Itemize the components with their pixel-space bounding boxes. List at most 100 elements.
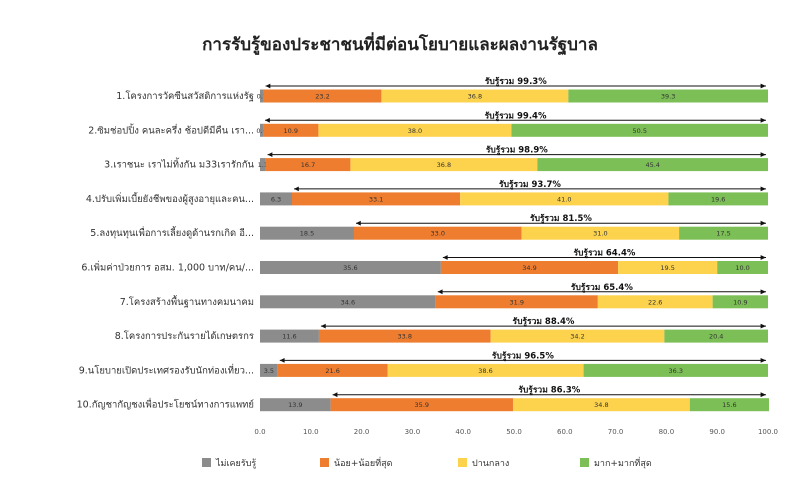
bar-row: 7.โครงสร้างพื้นฐานทางคมนาคม 34.6 31.9 22.6 1… — [120, 282, 768, 309]
data-label: 3.5 — [264, 367, 274, 375]
data-label: 36.3 — [669, 367, 683, 375]
bar-segment — [260, 363, 278, 377]
bar-segment — [260, 329, 319, 343]
data-label: 36.8 — [437, 161, 451, 169]
x-tick-label: 30.0 — [405, 428, 421, 436]
bar-segment — [537, 158, 768, 172]
bar-row: 4.ปรับเพิ่มเบี้ยยังชีพของผู้สูงอายุและคน… — [86, 179, 768, 206]
data-label: 41.0 — [557, 195, 571, 203]
category-label: 10.กัญชากัญชงเพื่อประโยชน์ทางการแพทย์ — [77, 398, 254, 411]
awareness-label: รับรู้รวม 65.4% — [571, 282, 633, 293]
data-label: 21.6 — [325, 367, 339, 375]
bar-segment — [260, 261, 441, 274]
awareness-label: รับรู้รวม 98.9% — [486, 145, 548, 156]
data-label: 19.5 — [660, 264, 674, 272]
bar-segment — [435, 295, 598, 309]
bar-row: 8.โครงการประกันรายได้เกษตรกร 11.6 33.8 34.2… — [115, 316, 768, 343]
data-label: 33.8 — [398, 333, 412, 341]
x-tick-label: 70.0 — [608, 428, 624, 436]
legend-item: น้อย+น้อยที่สุด — [320, 456, 393, 469]
data-label: 31.9 — [510, 298, 524, 306]
bar-segment — [292, 192, 461, 206]
bar-segment — [679, 226, 768, 240]
bar-segment — [668, 192, 768, 206]
bar-segment — [597, 295, 713, 309]
bar-segment — [521, 226, 680, 240]
category-label: 3.เราชนะ เราไม่ทิ้งกัน ม33เรารักกัน — [104, 158, 254, 171]
bar-segment — [260, 398, 331, 412]
bar-segment — [260, 295, 436, 309]
x-tick-label: 10.0 — [303, 428, 319, 436]
data-label: 38.0 — [408, 127, 422, 135]
bar-segment — [318, 329, 491, 343]
x-tick-label: 90.0 — [709, 428, 725, 436]
bar-segment — [260, 192, 293, 206]
bar-segment — [263, 123, 319, 137]
data-label: 10.9 — [733, 298, 747, 306]
data-label: 34.2 — [570, 333, 584, 341]
bar-segment — [689, 398, 770, 412]
bar-segment — [717, 261, 768, 274]
data-label: 35.9 — [415, 401, 429, 409]
awareness-label: รับรู้รวม 86.3% — [518, 385, 580, 396]
data-label: 19.6 — [711, 195, 725, 203]
awareness-label: รับรู้รวม 88.4% — [513, 316, 575, 327]
data-label: 38.6 — [478, 367, 492, 375]
bar-segment — [460, 192, 669, 206]
bar-segment — [387, 363, 584, 377]
data-label: 34.9 — [522, 264, 536, 272]
data-label: 0.6 — [256, 127, 266, 135]
data-label: 16.7 — [301, 161, 315, 169]
awareness-label: รับรู้รวม 81.5% — [530, 213, 592, 224]
data-label: 20.4 — [709, 333, 723, 341]
legend-item: ไม่เคยรับรู้ — [202, 458, 256, 469]
bar-segment — [353, 226, 522, 240]
data-label: 10.9 — [283, 127, 297, 135]
category-label: 7.โครงสร้างพื้นฐานทางคมนาคม — [120, 295, 254, 308]
category-label: 6.เพิ่มค่าป่วยการ อสม. 1,000 บาท/คน/... — [81, 261, 254, 274]
bar-row: 9.นโยบายเปิดประเทศรองรับนักท่องเที่ยว...… — [79, 350, 768, 377]
bar-segment — [583, 363, 768, 377]
x-tick-label: 60.0 — [557, 428, 573, 436]
bar-segment — [330, 398, 513, 412]
data-label: 0.7 — [257, 93, 267, 101]
category-label: 5.ลงทุนทุนเพื่อการเลี้ยงดูด้านรกเกิด อี.… — [90, 226, 254, 239]
data-label: 34.6 — [341, 298, 355, 306]
legend-swatch — [580, 458, 589, 467]
legend: ไม่เคยรับรู้ น้อย+น้อยที่สุด ปานกลาง มาก+มา… — [202, 456, 652, 469]
bar-segment — [664, 329, 768, 343]
legend-swatch — [202, 458, 211, 467]
awareness-label: รับรู้รวม 99.3% — [485, 76, 547, 87]
legend-item: มาก+มากที่สุด — [580, 456, 652, 469]
x-tick-label: 80.0 — [659, 428, 675, 436]
legend-label: ปานกลาง — [472, 459, 509, 469]
data-label: 22.6 — [648, 298, 662, 306]
awareness-label: รับรู้รวม 99.4% — [485, 110, 547, 121]
bar-segment — [712, 295, 768, 309]
bar-segment — [568, 89, 768, 103]
bar-row: 2.ซิมช่อปปิ้ง คนละครึ่ง ช้อปดีมีคืน เรา.… — [88, 110, 768, 137]
bar-segment — [381, 89, 569, 103]
bars-area: 1.โครงการวัคซีนสวัสดิการแห่งรัฐ 0.7 23.2 36… — [77, 76, 770, 412]
bar-row: 3.เราชนะ เราไม่ทิ้งกัน ม33เรารักกัน 1.1 16… — [104, 145, 768, 172]
legend-swatch — [320, 458, 329, 467]
bar-segment — [277, 363, 388, 377]
category-label: 4.ปรับเพิ่มเบี้ยยังชีพของผู้สูงอายุและคน… — [86, 192, 254, 205]
legend-label: ไม่เคยรับรู้ — [215, 458, 256, 469]
data-label: 33.0 — [431, 230, 445, 238]
data-label: 45.4 — [645, 161, 659, 169]
data-label: 10.0 — [735, 264, 749, 272]
data-label: 50.5 — [632, 127, 646, 135]
x-tick-label: 40.0 — [455, 428, 471, 436]
bar-segment — [350, 158, 538, 172]
data-label: 39.3 — [661, 93, 675, 101]
bar-row: 1.โครงการวัคซีนสวัสดิการแห่งรัฐ 0.7 23.2 36… — [116, 76, 768, 103]
data-label: 1.1 — [258, 161, 268, 169]
x-tick-label: 100.0 — [758, 428, 778, 436]
data-label: 6.3 — [271, 195, 281, 203]
legend-swatch — [458, 458, 467, 467]
bar-segment — [511, 123, 768, 137]
legend-item: ปานกลาง — [458, 458, 509, 469]
category-label: 2.ซิมช่อปปิ้ง คนละครึ่ง ช้อปดีมีคืน เรา.… — [88, 123, 254, 136]
